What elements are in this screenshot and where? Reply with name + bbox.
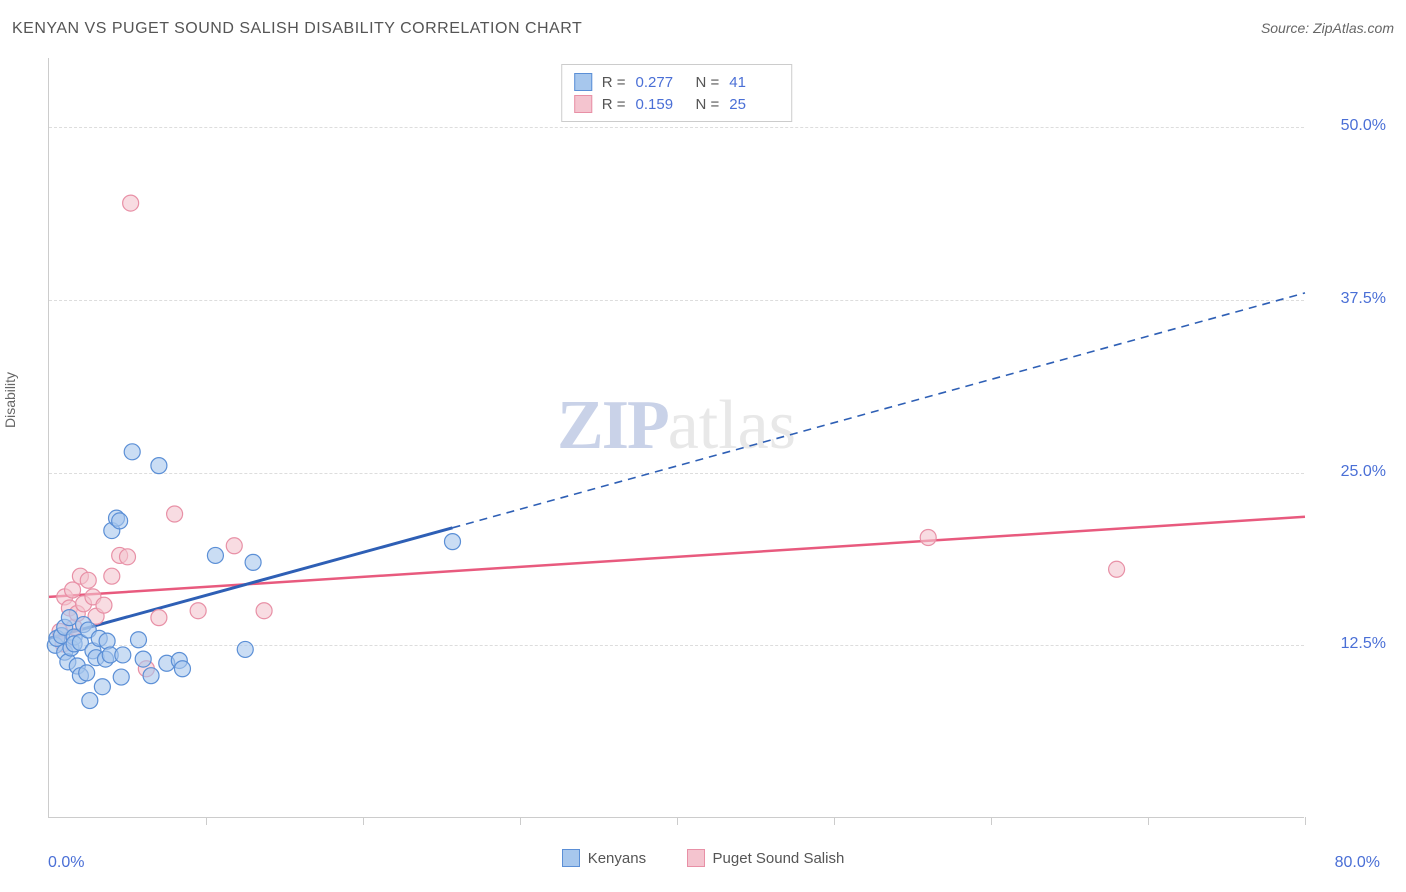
scatter-point <box>123 195 139 211</box>
scatter-point <box>94 679 110 695</box>
footer-legend: Kenyans Puget Sound Salish <box>0 849 1406 872</box>
scatter-point <box>444 534 460 550</box>
scatter-point <box>167 506 183 522</box>
y-axis-label: Disability <box>2 372 18 428</box>
plot-area: ZIPatlas R = 0.277 N = 41 R = 0.159 N = … <box>48 58 1304 818</box>
x-tick <box>834 817 835 825</box>
trend-line <box>49 517 1305 597</box>
x-tick <box>991 817 992 825</box>
stats-legend-box: R = 0.277 N = 41 R = 0.159 N = 25 <box>561 64 793 122</box>
scatter-point <box>130 632 146 648</box>
legend-item-b: Puget Sound Salish <box>687 849 845 867</box>
scatter-point <box>113 669 129 685</box>
source-label: Source: ZipAtlas.com <box>1261 20 1394 36</box>
stat-swatch-a <box>574 73 592 91</box>
chart-svg <box>49 58 1304 817</box>
scatter-point <box>143 668 159 684</box>
x-tick <box>1148 817 1149 825</box>
scatter-point <box>237 641 253 657</box>
scatter-point <box>1109 561 1125 577</box>
y-tick-label: 12.5% <box>1314 635 1386 653</box>
stat-n-value-a: 41 <box>729 74 779 91</box>
x-tick <box>677 817 678 825</box>
legend-swatch-a <box>562 849 580 867</box>
y-tick-label: 25.0% <box>1314 463 1386 481</box>
trend-line <box>452 293 1305 528</box>
stat-swatch-b <box>574 95 592 113</box>
scatter-point <box>174 661 190 677</box>
scatter-point <box>190 603 206 619</box>
x-tick <box>363 817 364 825</box>
scatter-point <box>245 554 261 570</box>
scatter-point <box>151 610 167 626</box>
legend-label-b: Puget Sound Salish <box>713 850 845 867</box>
stat-n-label-b: N = <box>696 96 720 113</box>
legend-item-a: Kenyans <box>562 849 646 867</box>
x-tick <box>1305 817 1306 825</box>
scatter-point <box>96 597 112 613</box>
stat-n-label-a: N = <box>696 74 720 91</box>
scatter-point <box>256 603 272 619</box>
scatter-point <box>120 549 136 565</box>
y-tick-label: 50.0% <box>1314 117 1386 135</box>
x-tick <box>520 817 521 825</box>
scatter-point <box>135 651 151 667</box>
scatter-point <box>226 538 242 554</box>
stat-row-a: R = 0.277 N = 41 <box>574 71 780 93</box>
scatter-point <box>104 568 120 584</box>
scatter-point <box>112 513 128 529</box>
scatter-point <box>61 610 77 626</box>
stat-r-value-b: 0.159 <box>636 96 686 113</box>
stat-r-value-a: 0.277 <box>636 74 686 91</box>
scatter-point <box>124 444 140 460</box>
scatter-point <box>82 693 98 709</box>
legend-label-a: Kenyans <box>588 850 646 867</box>
scatter-point <box>207 547 223 563</box>
scatter-point <box>920 529 936 545</box>
stat-r-label-b: R = <box>602 96 626 113</box>
scatter-point <box>151 458 167 474</box>
scatter-point <box>115 647 131 663</box>
legend-swatch-b <box>687 849 705 867</box>
scatter-point <box>80 572 96 588</box>
stat-row-b: R = 0.159 N = 25 <box>574 93 780 115</box>
chart-title: KENYAN VS PUGET SOUND SALISH DISABILITY … <box>12 20 582 38</box>
y-tick-label: 37.5% <box>1314 290 1386 308</box>
x-tick <box>206 817 207 825</box>
stat-n-value-b: 25 <box>729 96 779 113</box>
scatter-point <box>79 665 95 681</box>
stat-r-label-a: R = <box>602 74 626 91</box>
